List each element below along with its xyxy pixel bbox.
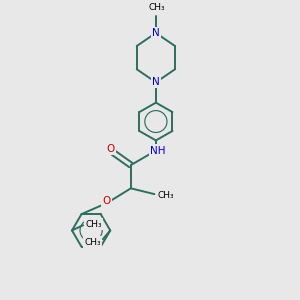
Text: CH₃: CH₃ [157, 191, 174, 200]
Text: N: N [152, 77, 160, 87]
Text: CH₃: CH₃ [85, 220, 102, 229]
Text: CH₃: CH₃ [84, 238, 101, 247]
Text: NH: NH [151, 146, 166, 156]
Text: O: O [103, 196, 111, 206]
Text: CH₃: CH₃ [148, 3, 165, 12]
Text: N: N [152, 28, 160, 38]
Text: O: O [107, 144, 115, 154]
